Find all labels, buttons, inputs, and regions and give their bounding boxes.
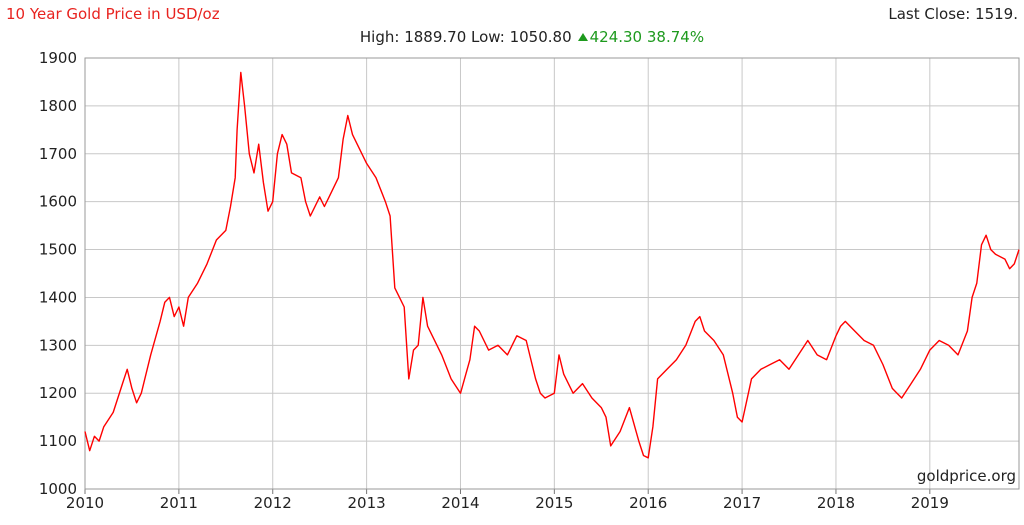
x-tick-label: 2015	[535, 494, 573, 512]
x-tick-label: 2013	[348, 494, 386, 512]
x-tick-label: 2011	[160, 494, 198, 512]
high-value: 1889.70	[404, 28, 467, 46]
y-axis-ticks: 1000 1100 1200 1300 1400 1500 1600 1700 1800 1900	[39, 49, 77, 498]
chart-grid	[84, 57, 1019, 494]
plot-frame	[84, 57, 1020, 490]
x-tick-label: 2019	[911, 494, 949, 512]
high-label: High:	[359, 28, 400, 46]
last-close-label: Last Close: 1519.	[888, 5, 1018, 23]
price-stats: High: 1889.70 Low: 1050.80 424.30 38.74%	[0, 28, 1024, 46]
up-arrow-icon	[577, 33, 588, 41]
y-tick-label: 1300	[39, 336, 77, 354]
y-tick-label: 1900	[39, 49, 77, 67]
price-line	[84, 71, 1020, 459]
y-tick-label: 1700	[39, 145, 77, 163]
y-tick-label: 1600	[39, 193, 77, 211]
y-tick-label: 1800	[39, 97, 77, 115]
x-tick-label: 2017	[723, 494, 761, 512]
change-percent: 38.74%	[646, 28, 705, 46]
low-value: 1050.80	[509, 28, 572, 46]
low-label: Low:	[471, 28, 505, 46]
x-tick-label: 2018	[817, 494, 855, 512]
x-tick-label: 2014	[441, 494, 479, 512]
source-label: goldprice.org	[917, 467, 1016, 485]
x-tick-label: 2012	[254, 494, 292, 512]
y-tick-label: 1500	[39, 241, 77, 259]
x-tick-label: 2010	[66, 494, 104, 512]
change-value: 424.30	[589, 28, 643, 46]
x-axis-ticks: 2010 2011 2012 2013 2014 2015 2016 2017 2018 2019	[66, 494, 949, 512]
y-tick-label: 1400	[39, 288, 77, 306]
y-tick-label: 1100	[39, 432, 77, 450]
x-tick-label: 2016	[629, 494, 667, 512]
y-tick-label: 1000	[39, 480, 77, 498]
chart-title: 10 Year Gold Price in USD/oz	[6, 5, 220, 23]
y-tick-label: 1200	[39, 384, 77, 402]
